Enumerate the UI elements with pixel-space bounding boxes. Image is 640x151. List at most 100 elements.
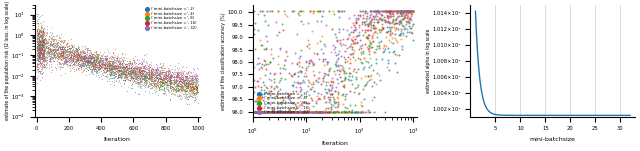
- Point: [358, 68, 368, 70]
- Point: [125, 76, 136, 79]
- Point: [49, 60, 60, 62]
- Point: [35, 52, 45, 55]
- Point: [109, 72, 119, 75]
- Point: [97, 62, 108, 65]
- Point: [156, 71, 166, 74]
- Point: [40, 55, 51, 58]
- Point: [56, 58, 67, 60]
- Point: [118, 62, 129, 65]
- Point: [102, 64, 112, 67]
- Point: [74, 48, 84, 51]
- Point: [116, 70, 127, 72]
- Point: [134, 73, 145, 76]
- Point: [112, 69, 122, 72]
- Point: [365, 56, 376, 59]
- Point: [135, 65, 145, 68]
- Point: [113, 66, 123, 69]
- Point: [122, 66, 132, 68]
- Point: [71, 60, 81, 62]
- Point: [116, 74, 127, 77]
- Point: [41, 50, 51, 53]
- Point: [180, 82, 190, 85]
- Point: [147, 82, 157, 84]
- Point: [340, 78, 350, 80]
- Point: [60, 55, 70, 57]
- Point: [76, 64, 86, 66]
- Point: [75, 63, 85, 65]
- Point: [285, 110, 295, 113]
- Point: [406, 15, 416, 17]
- Point: [35, 41, 45, 43]
- Point: [101, 74, 111, 77]
- Point: [275, 110, 285, 113]
- Point: [94, 61, 104, 64]
- Point: [61, 56, 71, 58]
- Point: [38, 53, 48, 55]
- Point: [126, 71, 136, 73]
- Point: [182, 71, 193, 74]
- Point: [49, 53, 59, 55]
- Point: [58, 50, 68, 53]
- Point: [159, 90, 169, 92]
- Point: [93, 64, 104, 67]
- Point: [344, 72, 354, 74]
- Point: [42, 57, 52, 59]
- Point: [36, 35, 46, 37]
- Point: [344, 109, 354, 112]
- Point: [192, 90, 202, 93]
- Point: [66, 59, 76, 62]
- Point: [56, 33, 67, 35]
- Point: [280, 110, 291, 113]
- Point: [137, 71, 147, 73]
- Point: [97, 63, 108, 66]
- Point: [104, 62, 114, 65]
- Point: [45, 50, 56, 52]
- Point: [92, 62, 102, 64]
- Point: [293, 110, 303, 113]
- Point: [333, 110, 344, 113]
- Point: [372, 10, 383, 12]
- Point: [99, 55, 109, 57]
- Point: [371, 10, 381, 12]
- Point: [191, 71, 202, 74]
- Point: [72, 59, 83, 61]
- Point: [133, 74, 143, 76]
- Point: [124, 75, 134, 78]
- Point: [95, 51, 105, 53]
- Point: [42, 31, 52, 33]
- Point: [52, 46, 63, 48]
- Point: [126, 77, 136, 80]
- Point: [126, 69, 136, 72]
- Point: [49, 49, 60, 51]
- Point: [166, 88, 176, 91]
- Point: [372, 21, 383, 23]
- Point: [72, 50, 83, 53]
- Point: [158, 80, 168, 83]
- Point: [37, 76, 47, 78]
- Point: [301, 67, 311, 69]
- Point: [192, 87, 202, 89]
- Point: [406, 10, 417, 12]
- Point: [161, 70, 171, 72]
- Point: [383, 26, 394, 28]
- Point: [148, 73, 158, 76]
- Point: [46, 57, 56, 60]
- Point: [288, 110, 298, 113]
- Point: [179, 88, 189, 91]
- Point: [136, 70, 146, 73]
- Point: [89, 62, 99, 65]
- Point: [121, 76, 131, 78]
- Point: [282, 110, 292, 113]
- Point: [35, 41, 45, 44]
- Point: [312, 52, 322, 54]
- Point: [74, 48, 84, 50]
- Point: [58, 52, 68, 54]
- Point: [191, 86, 202, 88]
- Point: [341, 110, 351, 113]
- Point: [312, 10, 322, 12]
- Point: [38, 62, 48, 65]
- Point: [36, 51, 46, 53]
- Point: [65, 46, 75, 49]
- Point: [33, 44, 44, 47]
- Point: [46, 36, 56, 39]
